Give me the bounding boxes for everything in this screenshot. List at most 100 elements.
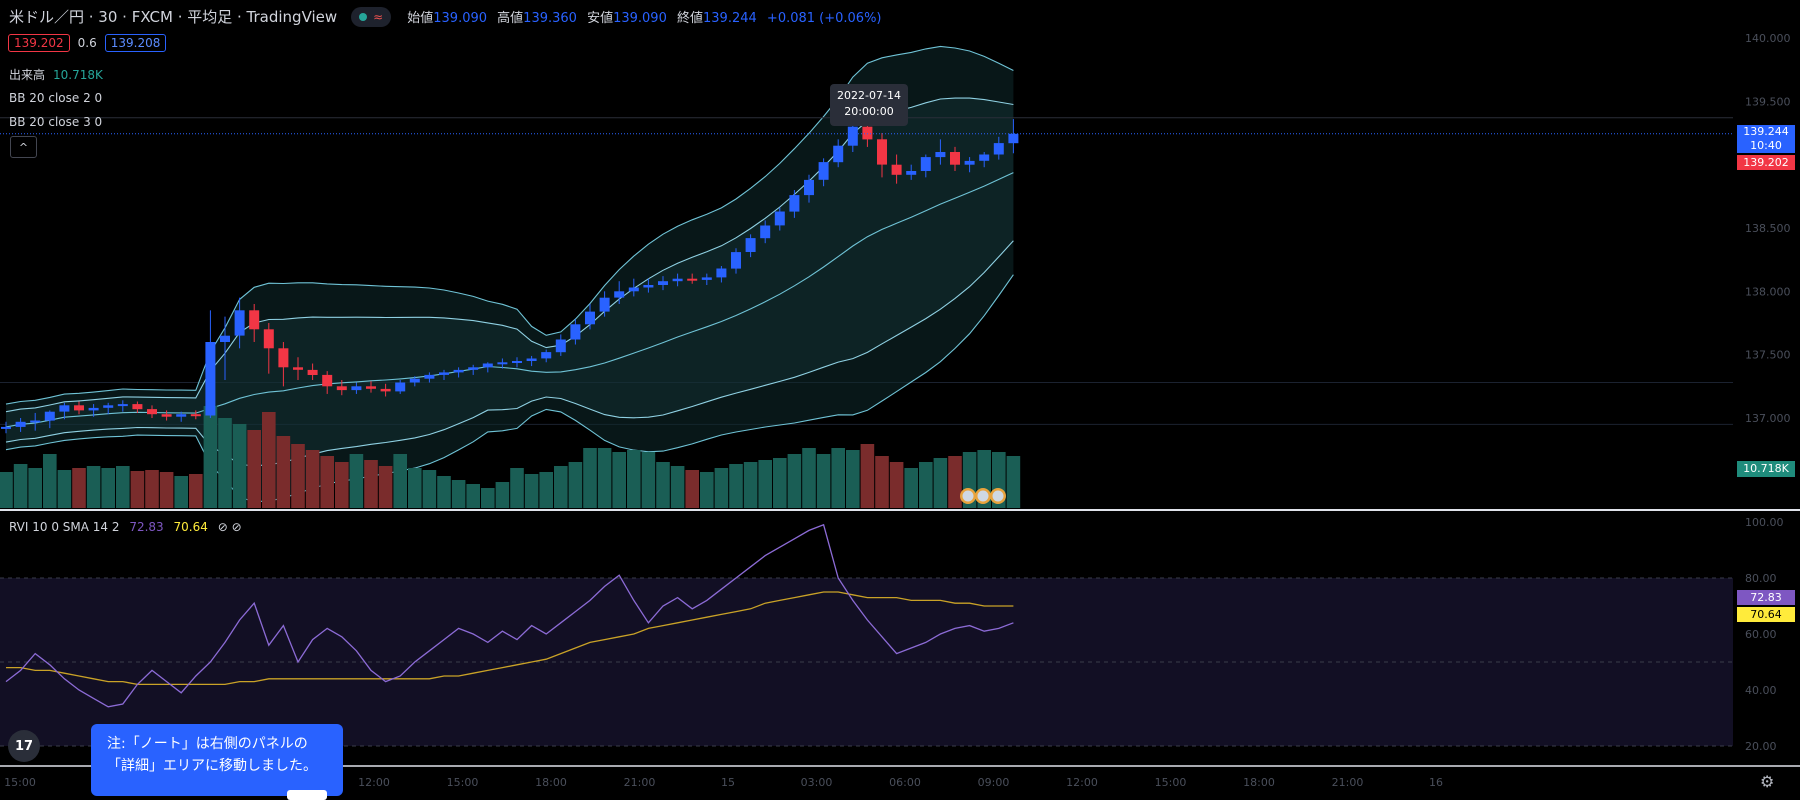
- sell-button[interactable]: 139.202: [8, 34, 70, 52]
- rvi-sma-line: [6, 591, 1014, 686]
- rvi-sma-tag-value: 70.64: [1750, 608, 1782, 621]
- volume-bar: [305, 450, 320, 508]
- volume-bar: [597, 448, 612, 508]
- candle-body: [482, 363, 493, 368]
- notice-line-1: 注:「ノート」は右側のパネルの: [107, 736, 308, 752]
- candle-body: [760, 225, 771, 239]
- volume-bar: [816, 454, 831, 508]
- candle-body: [599, 297, 610, 312]
- rvi-legend[interactable]: RVI 10 0 SMA 14 2 72.83 70.64 ⊘ ⊘: [9, 520, 242, 534]
- candle-body: [249, 310, 260, 330]
- volume-bar: [291, 444, 305, 508]
- volume-bar: [422, 470, 437, 508]
- candle-body: [322, 374, 333, 387]
- candle-body: [161, 414, 172, 417]
- candle-body: [44, 411, 55, 421]
- volume-bar: [437, 476, 451, 508]
- volume-bar: [203, 406, 218, 508]
- logo-text: 17: [14, 738, 34, 754]
- collapse-legend-button[interactable]: ^: [10, 136, 37, 158]
- price-axis-label: 138.500: [1745, 222, 1791, 235]
- notice-line-2: 「詳細」エリアに移動しました。: [107, 758, 317, 774]
- candle-body: [877, 139, 887, 165]
- candle-body: [774, 211, 785, 226]
- symbol-title[interactable]: 米ドル／円 · 30 · FXCM · 平均足 · TradingView: [9, 8, 338, 26]
- time-axis-label: 21:00: [1332, 776, 1364, 789]
- volume-bar: [641, 452, 656, 508]
- tooltip-time: 20:00:00: [844, 105, 894, 118]
- time-axis-label: 18:00: [535, 776, 567, 789]
- volume-bar: [612, 452, 626, 508]
- candle-body: [205, 342, 216, 416]
- price-axis-label: 140.000: [1745, 32, 1791, 45]
- candle-body: [818, 162, 829, 180]
- symbol-legend: 米ドル／円 · 30 · FXCM · 平均足 · TradingView ≈ …: [9, 6, 882, 27]
- rvi-axis-label: 60.00: [1745, 628, 1777, 641]
- volume-bar: [378, 466, 393, 508]
- volume-bar: [539, 472, 553, 508]
- time-axis-label: 15:00: [4, 776, 36, 789]
- volume-bar: [685, 470, 699, 508]
- notice-ok-button[interactable]: [287, 790, 327, 800]
- candle-body: [263, 329, 274, 349]
- hidden-icons[interactable]: ⊘ ⊘: [217, 520, 242, 534]
- volume-bar: [758, 460, 772, 508]
- market-status[interactable]: ≈: [351, 6, 392, 27]
- time-axis-label: 12:00: [358, 776, 390, 789]
- buy-button[interactable]: 139.208: [104, 34, 167, 52]
- time-axis-label: 15: [721, 776, 735, 789]
- tradingview-logo-icon[interactable]: 17: [8, 730, 40, 762]
- wave-icon: ≈: [373, 9, 384, 24]
- candle-body: [88, 407, 99, 411]
- bb3-mid-line: [5, 172, 1014, 428]
- volume-bar: [773, 458, 787, 508]
- volume-bar: [802, 448, 816, 508]
- candle-body: [920, 157, 931, 171]
- candle-body: [220, 335, 230, 342]
- volume-bar: [159, 472, 174, 508]
- candle-body: [716, 268, 727, 278]
- volume-bar: [262, 412, 276, 508]
- rvi-axis-label: 20.00: [1745, 740, 1777, 753]
- volume-bar: [787, 454, 802, 508]
- open-label: 始値: [407, 11, 434, 26]
- last-price-tag: 139.244 10:40: [1737, 125, 1795, 153]
- volume-bar: [130, 471, 145, 508]
- volume-bar: [1006, 456, 1021, 508]
- volume-bar: [57, 470, 72, 508]
- volume-bar: [218, 418, 232, 508]
- notes-moved-notice[interactable]: 注:「ノート」は右側のパネルの 「詳細」エリアに移動しました。: [91, 724, 343, 800]
- volume-bar: [904, 468, 918, 508]
- rvi-sma-value: 70.64: [173, 520, 208, 534]
- bb3-legend[interactable]: BB 20 close 3 0: [9, 115, 102, 129]
- volume-bar: [875, 456, 889, 508]
- bb2-label: BB 20 close 2 0: [9, 91, 103, 105]
- candle-body: [468, 367, 479, 370]
- bb3-lo-line: [5, 274, 1014, 503]
- bb2-legend[interactable]: BB 20 close 2 0: [9, 91, 102, 105]
- bb2-up-line: [5, 97, 1014, 413]
- price-axis-label: 139.500: [1745, 95, 1791, 108]
- candle-body: [570, 324, 581, 340]
- volume-bar: [524, 474, 539, 508]
- candle-body: [789, 195, 800, 212]
- candle-body: [672, 278, 683, 282]
- open-value: 139.090: [433, 11, 488, 26]
- rvi-tag: 72.83: [1737, 590, 1795, 605]
- candle-body: [234, 310, 245, 336]
- candle-body: [59, 405, 70, 412]
- bb2-fill: [6, 98, 1014, 466]
- volume-bar: [860, 444, 875, 508]
- event-flag-inner: [992, 490, 1004, 502]
- volume-bar: [28, 468, 42, 508]
- volume-bar: [466, 484, 480, 508]
- volume-value: 10.718K: [53, 68, 103, 82]
- candle-body: [336, 386, 347, 391]
- gear-icon[interactable]: ⚙: [1760, 772, 1775, 791]
- candle-body: [439, 372, 449, 375]
- candle-body: [409, 378, 420, 383]
- volume-legend[interactable]: 出来高 10.718K: [9, 66, 103, 83]
- candle-body: [541, 352, 552, 359]
